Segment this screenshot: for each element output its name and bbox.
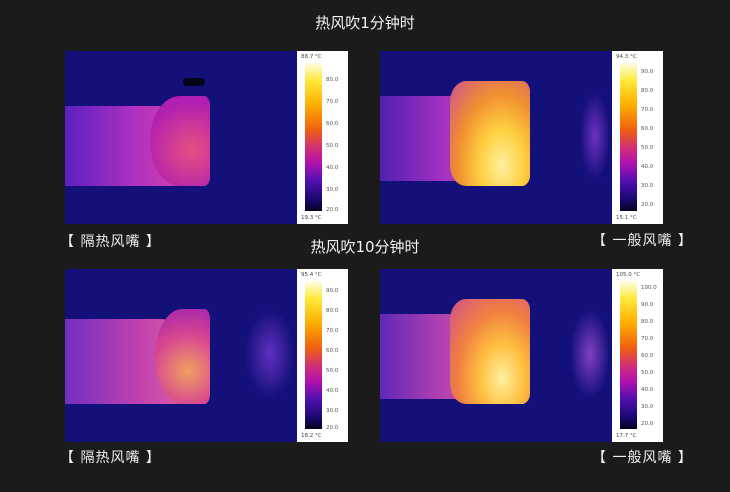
- scale-tick: 70.0: [326, 328, 339, 334]
- scale-tick: 60.0: [326, 121, 339, 127]
- scale-tick: 90.0: [641, 69, 654, 75]
- scale-tick: 30.0: [326, 408, 339, 414]
- color-bar: [620, 281, 637, 429]
- scale-min: 19.3 °C: [301, 215, 322, 221]
- scale-tick: 80.0: [641, 319, 654, 325]
- scale-tick: 40.0: [641, 387, 654, 393]
- scale-tick: 60.0: [641, 353, 654, 359]
- scale-max: 95.4 °C: [301, 272, 322, 278]
- scale-min: 17.7 °C: [616, 433, 637, 439]
- scale-tick: 70.0: [326, 99, 339, 105]
- scale-tick: 40.0: [326, 165, 339, 171]
- label-insulated-10min: 【 隔热风嘴 】: [60, 450, 161, 466]
- scale-tick: 30.0: [641, 183, 654, 189]
- label-insulated-1min: 【 隔热风嘴 】: [60, 234, 161, 250]
- scale-tick: 80.0: [641, 88, 654, 94]
- scale-tick: 50.0: [641, 145, 654, 151]
- thermal-image-insulated-10min: [65, 269, 297, 442]
- scale-tick: 80.0: [326, 77, 339, 83]
- scale-tick: 30.0: [326, 187, 339, 193]
- title-10min: 热风吹10分钟时: [310, 238, 420, 256]
- scale-tick: 80.0: [326, 308, 339, 314]
- thermal-image-insulated-1min: [65, 51, 297, 224]
- scale-tick: 30.0: [641, 404, 654, 410]
- scale-tick: 50.0: [641, 370, 654, 376]
- temperature-scale-insulated-1min: 88.7 °C 80.0 70.0 60.0 50.0 40.0 30.0 20…: [297, 51, 348, 224]
- scale-tick: 100.0: [641, 285, 657, 291]
- color-bar: [620, 63, 637, 211]
- scale-tick: 70.0: [641, 336, 654, 342]
- scale-max: 94.3 °C: [616, 54, 637, 60]
- scale-tick: 40.0: [326, 388, 339, 394]
- temperature-scale-normal-1min: 94.3 °C 90.0 80.0 70.0 60.0 50.0 40.0 30…: [612, 51, 663, 224]
- scale-tick: 90.0: [641, 302, 654, 308]
- temperature-scale-insulated-10min: 95.4 °C 90.0 80.0 70.0 60.0 50.0 40.0 30…: [297, 269, 348, 442]
- scale-tick: 70.0: [641, 107, 654, 113]
- thermal-image-normal-1min: [380, 51, 612, 224]
- scale-tick: 20.0: [326, 207, 339, 213]
- scale-max: 105.0 °C: [616, 272, 641, 278]
- scale-min: 18.2 °C: [301, 433, 322, 439]
- label-normal-1min: 【 一般风嘴 】: [592, 233, 693, 249]
- scale-tick: 40.0: [641, 164, 654, 170]
- scale-min: 15.1 °C: [616, 215, 637, 221]
- color-bar: [305, 63, 322, 211]
- thermal-image-normal-10min: [380, 269, 612, 442]
- scale-tick: 50.0: [326, 143, 339, 149]
- scale-tick: 20.0: [641, 421, 654, 427]
- scale-max: 88.7 °C: [301, 54, 322, 60]
- scale-tick: 20.0: [326, 425, 339, 431]
- color-bar: [305, 281, 322, 429]
- title-1min: 热风吹1分钟时: [315, 14, 415, 32]
- scale-tick: 20.0: [641, 202, 654, 208]
- label-normal-10min: 【 一般风嘴 】: [592, 450, 693, 466]
- scale-tick: 60.0: [641, 126, 654, 132]
- temperature-scale-normal-10min: 105.0 °C 100.0 90.0 80.0 70.0 60.0 50.0 …: [612, 269, 663, 442]
- scale-tick: 90.0: [326, 288, 339, 294]
- scale-tick: 60.0: [326, 348, 339, 354]
- scale-tick: 50.0: [326, 368, 339, 374]
